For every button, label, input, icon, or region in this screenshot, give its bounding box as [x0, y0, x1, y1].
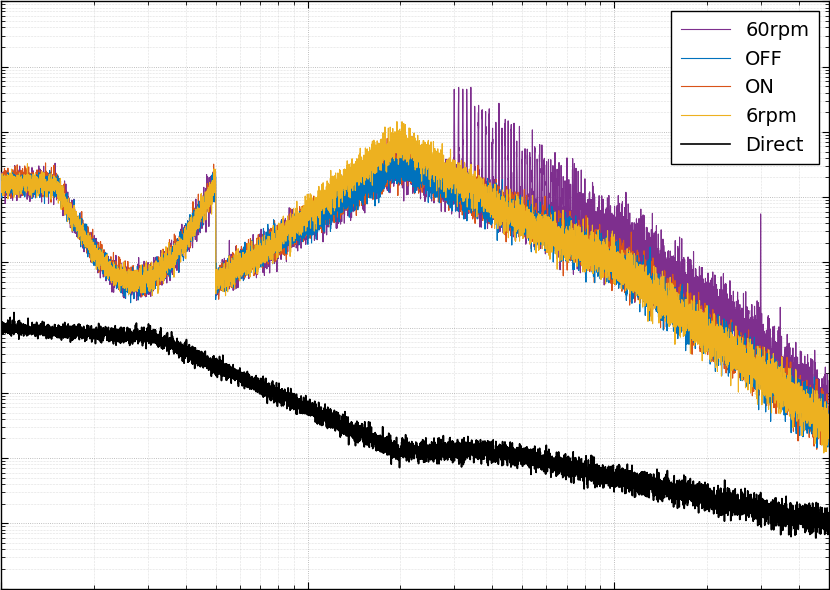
60rpm [295, 212, 305, 219]
Direct [522, 443, 532, 450]
6rpm [522, 225, 532, 232]
Line: OFF: OFF [2, 145, 828, 448]
OFF [522, 234, 532, 241]
60rpm [0, 185, 7, 192]
6rpm [0, 182, 7, 189]
OFF [654, 287, 664, 294]
OFF [609, 256, 619, 263]
Direct [654, 469, 664, 476]
OFF [823, 428, 830, 435]
60rpm [466, 84, 476, 91]
60rpm [654, 267, 664, 274]
Line: Direct: Direct [2, 313, 828, 538]
6rpm [609, 254, 619, 261]
60rpm [823, 407, 830, 414]
Direct [609, 482, 619, 489]
ON [522, 225, 532, 232]
Line: 60rpm: 60rpm [2, 87, 828, 437]
ON [818, 448, 828, 455]
Direct [296, 396, 306, 403]
6rpm [823, 430, 830, 437]
Direct [823, 530, 830, 537]
OFF [295, 219, 305, 226]
ON [38, 193, 48, 200]
6rpm [295, 222, 305, 230]
6rpm [654, 281, 664, 289]
60rpm [486, 205, 496, 212]
Direct [811, 535, 821, 542]
ON [823, 413, 830, 420]
60rpm [522, 196, 532, 204]
OFF [398, 141, 408, 148]
OFF [486, 214, 496, 221]
Direct [9, 309, 19, 316]
ON [295, 216, 305, 223]
Line: ON: ON [2, 138, 828, 451]
ON [609, 235, 619, 242]
Legend: 60rpm, OFF, ON, 6rpm, Direct: 60rpm, OFF, ON, 6rpm, Direct [671, 11, 819, 165]
OFF [812, 444, 822, 451]
OFF [38, 181, 48, 188]
60rpm [38, 178, 48, 185]
Direct [486, 455, 496, 463]
ON [486, 202, 496, 209]
ON [0, 179, 7, 186]
ON [407, 135, 417, 142]
Direct [38, 322, 48, 329]
OFF [0, 172, 7, 179]
6rpm [819, 450, 829, 457]
60rpm [609, 202, 619, 209]
60rpm [816, 434, 826, 441]
ON [654, 284, 664, 291]
Line: 6rpm: 6rpm [2, 122, 828, 453]
6rpm [38, 176, 48, 183]
6rpm [392, 118, 402, 125]
Direct [0, 329, 7, 336]
6rpm [486, 182, 496, 189]
